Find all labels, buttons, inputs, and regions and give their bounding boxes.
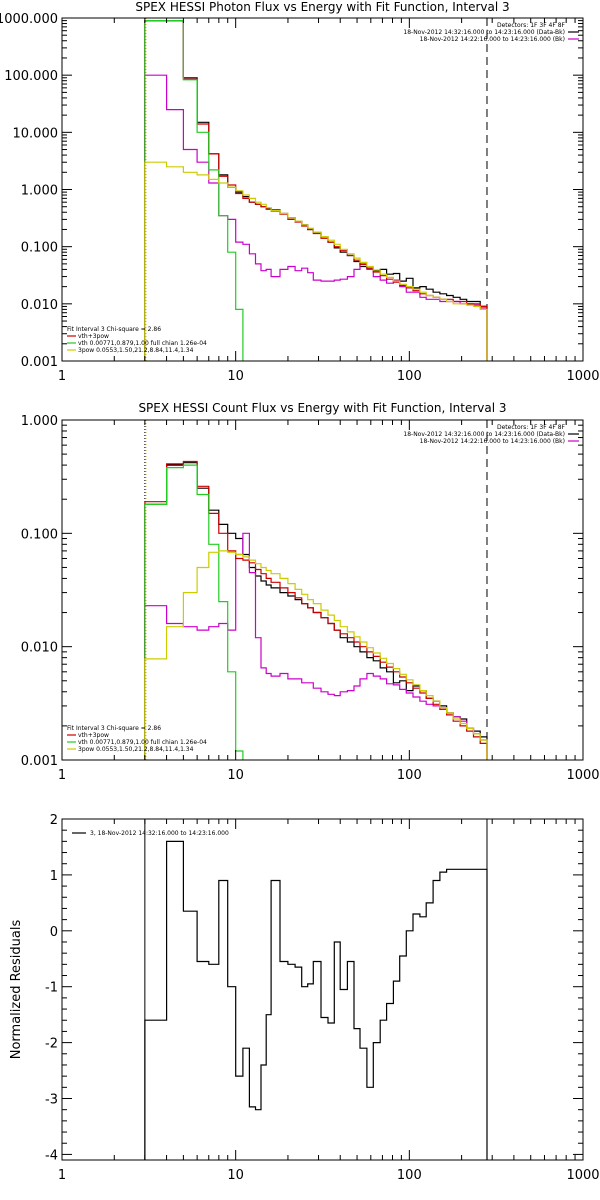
legend-entry: 18-Nov-2012 14:32:16.000 to 14:23:16.000… [403, 29, 565, 36]
fit-legend-entry: 3pow 0.0553,1.50,21.2,8.84,11.4,1.34 [78, 347, 194, 354]
y-tick-label: 10.000 [13, 126, 59, 141]
chart-title: SPEX HESSI Count Flux vs Energy with Fit… [138, 401, 506, 415]
fit-legend-entry: vth 0.00771,0.879,1.00 full chian 1.26e-… [78, 340, 207, 347]
y-tick-label: -2 [45, 1037, 58, 1052]
y-tick-label: 0.100 [21, 527, 58, 542]
series-data-bk [144, 20, 488, 361]
x-tick-label: 1 [58, 768, 66, 783]
series-residuals [144, 840, 488, 1160]
fit-legend-entry: 3pow 0.0553,1.50,21.2,8.84,11.4,1.34 [78, 746, 194, 753]
plot-area [144, 819, 488, 1160]
series-bk [144, 74, 488, 361]
series-3pow [144, 161, 488, 361]
x-tick-label: 10 [227, 1168, 244, 1183]
series-vth-3pow [144, 460, 488, 760]
plot-area [144, 18, 488, 361]
x-tick-label: 10 [227, 369, 244, 384]
plot-area [144, 420, 488, 760]
x-tick-label: 1 [58, 1168, 66, 1183]
series-vth [144, 464, 244, 760]
chart-panel-1: SPEX HESSI Photon Flux vs Energy with Fi… [0, 0, 600, 384]
y-axis-label: Normalized Residuals [9, 920, 24, 1060]
y-tick-label: -4 [45, 1148, 58, 1163]
y-tick-label: 0.100 [21, 241, 58, 256]
legend-entry: Detectors: 1F 3F 4F 8F [497, 22, 566, 29]
y-tick-label: -3 [45, 1093, 58, 1108]
plot-frame [61, 419, 584, 761]
series-3pow [144, 550, 488, 760]
x-tick-label: 10 [227, 768, 244, 783]
fit-legend-header: Fit Interval 3 Chi-square = 2.86 [67, 725, 161, 732]
chart-panel-3: 1 10 100 1000 -4 -3 -2 -1 0 1 2 Normalized Residual… [9, 813, 600, 1183]
fit-legend-entry: vth 0.00771,0.879,1.00 full chian 1.26e-… [78, 739, 207, 746]
fit-legend-header: Fit Interval 3 Chi-square = 2.86 [67, 326, 161, 333]
y-tick-label: 0 [50, 925, 58, 940]
series-data-bk [144, 462, 488, 760]
y-tick-label: 1 [50, 869, 58, 884]
y-tick-label: 1.000 [21, 184, 58, 199]
y-tick-label: 1000.000 [0, 12, 58, 27]
x-tick-label: 1000 [566, 1168, 599, 1183]
x-tick-label: 100 [397, 369, 422, 384]
y-tick-label: -1 [45, 981, 58, 996]
x-tick-label: 1000 [566, 369, 599, 384]
chart-title: SPEX HESSI Photon Flux vs Energy with Fi… [135, 0, 509, 14]
fit-legend-entry: vth+3pow [78, 333, 109, 340]
y-tick-label: 100.000 [4, 69, 58, 84]
y-tick-label: 1.000 [21, 414, 58, 429]
legend-entry: 18-Nov-2012 14:22:16.000 to 14:23:16.000… [420, 438, 565, 445]
y-tick-label: 0.010 [21, 641, 58, 656]
y-tick-label: 2 [50, 813, 58, 828]
x-tick-label: 1 [58, 369, 66, 384]
x-tick-label: 100 [397, 768, 422, 783]
plot-frame [61, 818, 584, 1161]
x-tick-label: 1000 [566, 768, 599, 783]
chart-panel-2: SPEX HESSI Count Flux vs Energy with Fit… [21, 401, 600, 783]
legend-entry: 18-Nov-2012 14:22:16.000 to 14:23:16.000… [420, 36, 565, 43]
y-tick-label: 0.001 [21, 355, 58, 370]
x-tick-label: 100 [397, 1168, 422, 1183]
y-tick-label: 0.010 [21, 298, 58, 313]
legend-entry: 3, 18-Nov-2012 14:32:16.000 to 14:23:16.… [90, 830, 229, 837]
y-tick-label: 0.001 [21, 754, 58, 769]
plot-frame [61, 17, 584, 362]
fit-legend-entry: vth+3pow [78, 732, 109, 739]
series-vth [144, 20, 244, 361]
legend-entry: Detectors: 1F 3F 4F 8F [497, 424, 566, 431]
legend-entry: 18-Nov-2012 14:32:16.000 to 14:23:16.000… [403, 431, 565, 438]
